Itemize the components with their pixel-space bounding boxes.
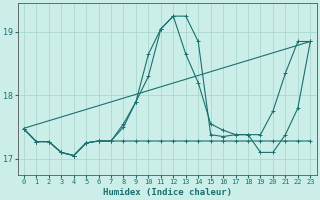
X-axis label: Humidex (Indice chaleur): Humidex (Indice chaleur) xyxy=(103,188,232,197)
